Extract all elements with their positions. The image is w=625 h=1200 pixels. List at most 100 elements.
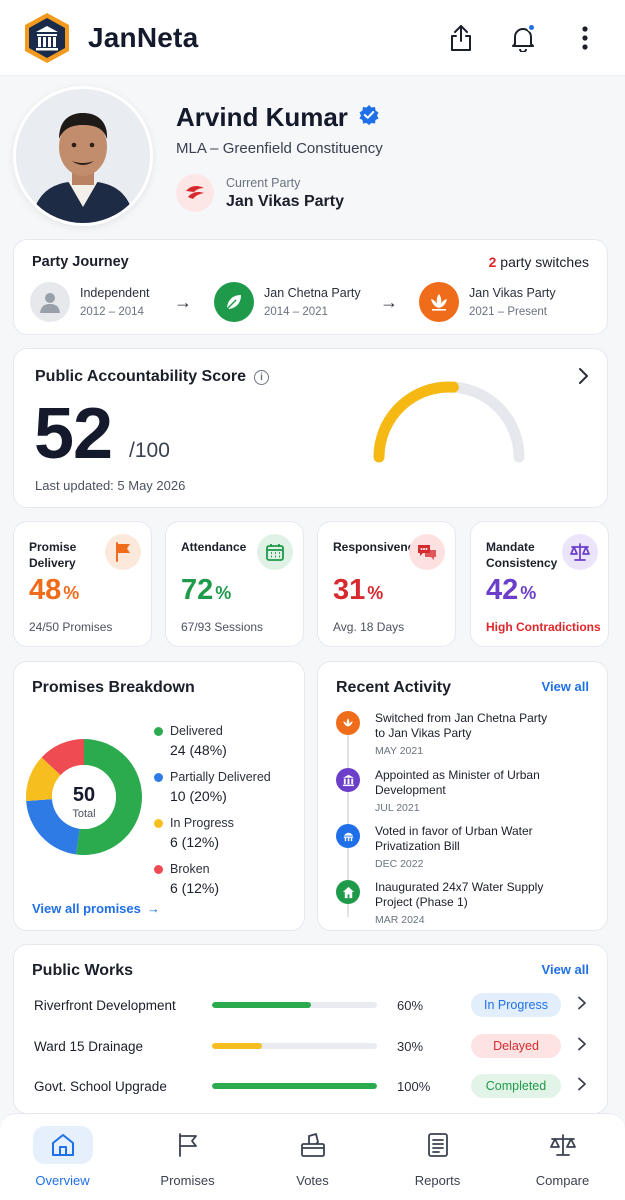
party-logo-icon	[176, 174, 214, 212]
notification-bell-icon[interactable]	[505, 20, 541, 56]
bottom-navigation: Overview Promises Votes Reports Compare	[0, 1113, 625, 1200]
metric-title: Responsiveness	[333, 540, 428, 554]
gauge-fill	[373, 381, 459, 463]
avatar	[13, 86, 153, 226]
accountability-score-card[interactable]: Public Accountability Score i 52 /100 La…	[13, 348, 608, 508]
politician-name: Arvind Kumar	[176, 102, 348, 132]
view-all-promises-link[interactable]: View all promises →	[32, 901, 160, 916]
scales-icon	[533, 1126, 593, 1164]
activity-item[interactable]: Switched from Jan Chetna Party to Jan Vi…	[336, 711, 555, 757]
metric-title: Attendance	[181, 540, 247, 554]
recent-activity-card: Recent Activity View all Switched from J…	[317, 661, 608, 931]
chevron-right-icon[interactable]	[577, 1077, 587, 1096]
metric-subtext: High Contradictions	[486, 620, 601, 634]
nav-tab-overview[interactable]: Overview	[0, 1114, 125, 1200]
nav-tab-compare[interactable]: Compare	[500, 1114, 625, 1200]
progress-bar	[212, 1002, 377, 1008]
notification-badge	[527, 22, 536, 32]
legend-item-broken: Broken 6 (12%)	[154, 862, 271, 896]
building-icon	[336, 768, 360, 792]
home-icon	[336, 880, 360, 904]
activity-item[interactable]: Voted in favor of Urban Water Privatizat…	[336, 824, 555, 870]
calendar-icon	[257, 534, 293, 570]
donut-slice-partially-delivered	[26, 799, 80, 855]
status-badge: Completed	[471, 1074, 561, 1098]
arrow-right-icon: →	[146, 901, 160, 916]
metric-card-promise-delivery[interactable]: Promise Delivery 48% 24/50 Promises	[13, 521, 152, 647]
score-title: Public Accountability Score	[35, 368, 247, 385]
ballot-box-icon	[283, 1126, 343, 1164]
score-max: /100	[129, 439, 170, 462]
timeline-line	[347, 727, 349, 917]
share-icon[interactable]	[443, 20, 479, 56]
progress-fill	[212, 1002, 311, 1008]
chat-icon	[409, 534, 445, 570]
legend-item-in-progress: In Progress 6 (12%)	[154, 816, 271, 850]
activity-item[interactable]: Inaugurated 24x7 Water Supply Project (P…	[336, 880, 555, 926]
legend-item-partially-delivered: Partially Delivered 10 (20%)	[154, 770, 271, 804]
lotus-icon	[419, 282, 459, 322]
chevron-right-icon[interactable]	[577, 1037, 587, 1056]
metric-value: 42%	[486, 574, 537, 606]
metric-subtext: 24/50 Promises	[29, 620, 113, 634]
recent-activity-title: Recent Activity	[336, 679, 451, 696]
works-view-all-link[interactable]: View all	[541, 962, 589, 977]
more-menu-icon[interactable]	[567, 20, 603, 56]
metric-title: Promise Delivery	[29, 540, 77, 570]
donut-total: 50	[73, 784, 95, 806]
status-badge: In Progress	[471, 993, 561, 1017]
leaf-icon	[214, 282, 254, 322]
nav-tab-reports[interactable]: Reports	[375, 1114, 500, 1200]
nav-tab-promises[interactable]: Promises	[125, 1114, 250, 1200]
metric-title: Mandate Consistency	[486, 540, 558, 570]
score-value: 52	[34, 394, 113, 474]
activity-view-all-link[interactable]: View all	[541, 679, 589, 694]
status-badge: Delayed	[471, 1034, 561, 1058]
donut-slice-broken	[41, 739, 84, 776]
arrow-right-icon: →	[174, 292, 192, 312]
chevron-right-icon[interactable]	[577, 367, 589, 390]
person-icon	[30, 282, 70, 322]
party-journey-card[interactable]: Party Journey 2 party switches Independe…	[13, 239, 608, 335]
donut-slice-delivered	[76, 739, 142, 855]
work-row-school-upgrade[interactable]: Govt. School Upgrade 100% Completed	[34, 1073, 589, 1099]
metric-value: 48%	[29, 574, 80, 606]
chevron-right-icon[interactable]	[577, 996, 587, 1015]
score-gauge	[373, 381, 525, 463]
donut-total-label: Total	[72, 808, 95, 820]
public-works-card: Public Works View all Riverfront Develop…	[13, 944, 608, 1114]
current-party-label: Current Party	[226, 175, 301, 190]
party-switch-count: 2 party switches	[488, 254, 589, 270]
metric-subtext: Avg. 18 Days	[333, 620, 405, 634]
party-journey-title: Party Journey	[32, 254, 129, 270]
work-row-riverfront[interactable]: Riverfront Development 60% In Progress	[34, 992, 589, 1018]
parliament-icon	[336, 824, 360, 848]
party-icon	[336, 711, 360, 735]
progress-bar	[212, 1083, 377, 1089]
progress-fill	[212, 1083, 377, 1089]
activity-item[interactable]: Appointed as Minister of Urban Developme…	[336, 768, 555, 814]
arrow-right-icon: →	[380, 292, 398, 312]
metric-card-mandate-consistency[interactable]: Mandate Consistency 42% High Contradicti…	[470, 521, 609, 647]
promises-legend: Delivered 24 (48%) Partially Delivered 1…	[154, 724, 271, 908]
metric-card-responsiveness[interactable]: Responsiveness 31% Avg. 18 Days	[317, 521, 456, 647]
progress-bar	[212, 1043, 377, 1049]
verified-badge-icon	[358, 104, 380, 131]
promises-donut-chart: 50 Total	[26, 739, 142, 855]
app-title: JanNeta	[88, 21, 199, 53]
legend-item-delivered: Delivered 24 (48%)	[154, 724, 271, 758]
flag-icon	[105, 534, 141, 570]
flag-icon	[158, 1126, 218, 1164]
progress-fill	[212, 1043, 262, 1049]
app-logo-icon	[22, 11, 72, 65]
donut-center	[52, 765, 116, 829]
journey-step-jan-vikas: Jan Vikas Party 2021 – Present	[419, 282, 556, 322]
gauge-track	[373, 381, 525, 463]
work-row-ward-15-drainage[interactable]: Ward 15 Drainage 30% Delayed	[34, 1033, 589, 1059]
donut-slice-in-progress	[26, 757, 61, 801]
metric-card-attendance[interactable]: Attendance 72% 67/93 Sessions	[165, 521, 304, 647]
home-icon	[32, 1126, 93, 1164]
info-icon[interactable]: i	[254, 369, 270, 385]
nav-tab-votes[interactable]: Votes	[250, 1114, 375, 1200]
journey-step-jan-chetna: Jan Chetna Party 2014 – 2021	[214, 282, 361, 322]
